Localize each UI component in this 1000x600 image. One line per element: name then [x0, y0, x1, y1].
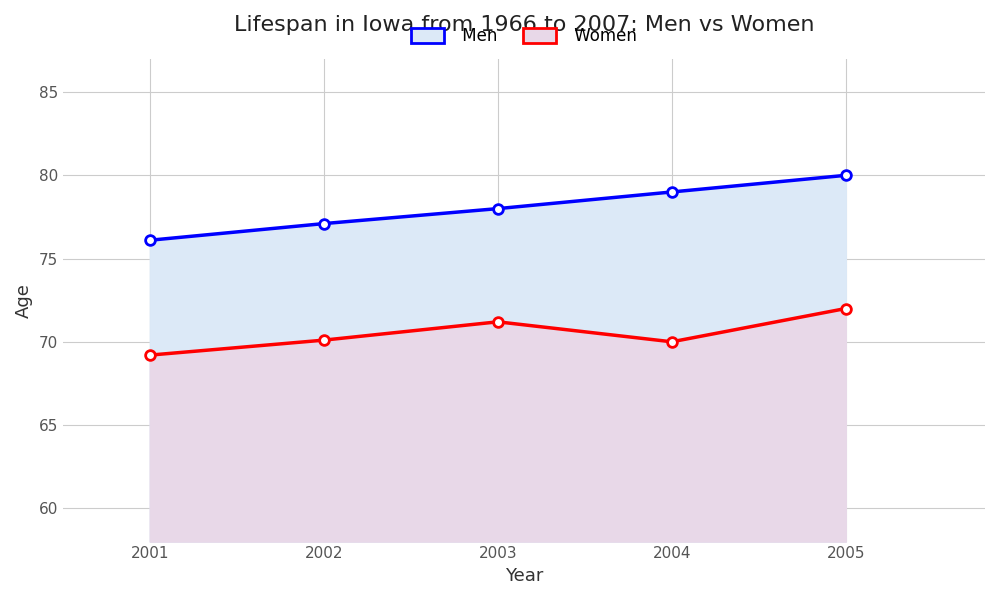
Title: Lifespan in Iowa from 1966 to 2007: Men vs Women: Lifespan in Iowa from 1966 to 2007: Men … [234, 15, 814, 35]
X-axis label: Year: Year [505, 567, 543, 585]
Y-axis label: Age: Age [15, 283, 33, 317]
Legend:  Men,  Women: Men, Women [402, 19, 646, 53]
